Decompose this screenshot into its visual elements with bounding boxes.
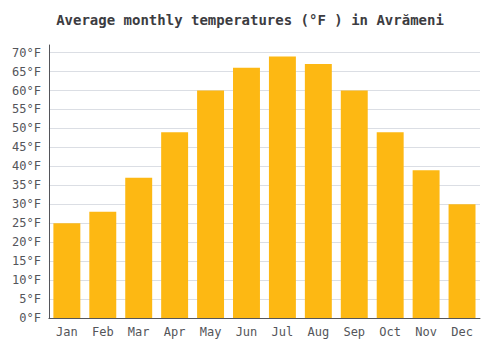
svg-text:Dec: Dec [451, 325, 473, 339]
svg-text:65°F: 65°F [12, 65, 41, 79]
svg-text:Sep: Sep [343, 325, 365, 339]
svg-text:60°F: 60°F [12, 84, 41, 98]
svg-text:Apr: Apr [164, 325, 186, 339]
svg-text:15°F: 15°F [12, 254, 41, 268]
svg-text:25°F: 25°F [12, 216, 41, 230]
svg-text:10°F: 10°F [12, 273, 41, 287]
svg-text:Feb: Feb [92, 325, 114, 339]
svg-text:30°F: 30°F [12, 197, 41, 211]
svg-text:50°F: 50°F [12, 121, 41, 135]
svg-text:Average monthly temperatures (: Average monthly temperatures (°F ) in Av… [56, 12, 444, 28]
svg-text:Jan: Jan [56, 325, 78, 339]
svg-text:Mar: Mar [128, 325, 150, 339]
svg-text:55°F: 55°F [12, 102, 41, 116]
svg-text:0°F: 0°F [19, 311, 41, 325]
svg-text:45°F: 45°F [12, 140, 41, 154]
svg-text:Jun: Jun [236, 325, 258, 339]
svg-text:20°F: 20°F [12, 235, 41, 249]
svg-text:Aug: Aug [307, 325, 329, 339]
svg-text:5°F: 5°F [19, 292, 41, 306]
svg-text:70°F: 70°F [12, 46, 41, 60]
svg-text:Oct: Oct [379, 325, 401, 339]
svg-text:Jul: Jul [272, 325, 294, 339]
svg-text:35°F: 35°F [12, 178, 41, 192]
svg-text:May: May [200, 325, 222, 339]
svg-text:40°F: 40°F [12, 159, 41, 173]
svg-text:Nov: Nov [415, 325, 437, 339]
